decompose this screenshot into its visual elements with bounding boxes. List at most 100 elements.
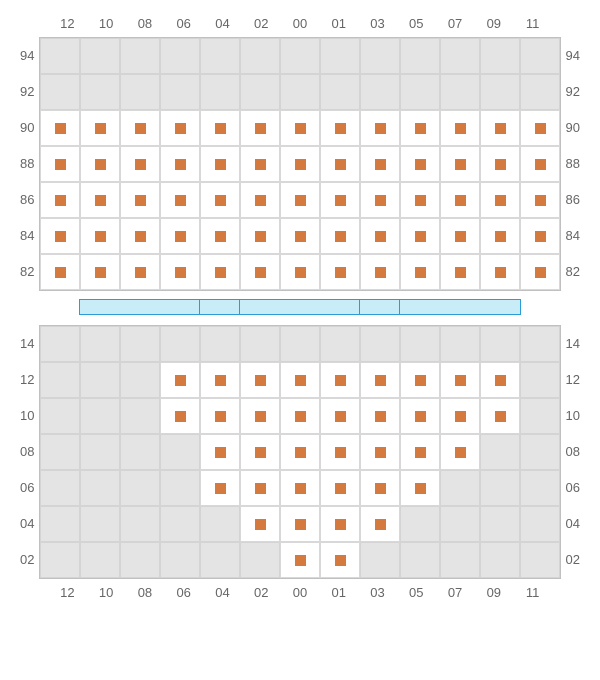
seat-cell[interactable] (160, 110, 200, 146)
seat-cell[interactable] (440, 398, 480, 434)
seat-cell[interactable] (120, 110, 160, 146)
seat-cell[interactable] (80, 218, 120, 254)
seat-cell[interactable] (200, 146, 240, 182)
seat-cell[interactable] (360, 182, 400, 218)
seat-cell[interactable] (40, 254, 80, 290)
seat-cell[interactable] (400, 470, 440, 506)
seat-cell[interactable] (200, 362, 240, 398)
seat-cell[interactable] (80, 146, 120, 182)
seat-cell[interactable] (360, 146, 400, 182)
seat-cell[interactable] (440, 182, 480, 218)
seat-cell[interactable] (160, 398, 200, 434)
seat-cell[interactable] (280, 398, 320, 434)
seat-cell[interactable] (480, 110, 520, 146)
seat-cell[interactable] (400, 398, 440, 434)
seat-cell[interactable] (40, 218, 80, 254)
seat-cell[interactable] (120, 182, 160, 218)
seat-cell[interactable] (320, 470, 360, 506)
seat-cell[interactable] (360, 110, 400, 146)
seat-cell[interactable] (280, 470, 320, 506)
seat-cell[interactable] (360, 398, 400, 434)
seat-cell[interactable] (360, 254, 400, 290)
seat-cell[interactable] (280, 146, 320, 182)
seat-cell[interactable] (200, 254, 240, 290)
seat-cell[interactable] (40, 182, 80, 218)
seat-cell[interactable] (480, 182, 520, 218)
seat-cell[interactable] (40, 110, 80, 146)
seat-cell[interactable] (240, 146, 280, 182)
seat-cell[interactable] (200, 470, 240, 506)
seat-cell[interactable] (320, 218, 360, 254)
seat-cell[interactable] (400, 254, 440, 290)
seat-cell[interactable] (200, 434, 240, 470)
seat-cell[interactable] (440, 362, 480, 398)
seat-cell[interactable] (280, 506, 320, 542)
seat-cell[interactable] (320, 182, 360, 218)
seat-cell[interactable] (400, 110, 440, 146)
seat-cell[interactable] (440, 434, 480, 470)
seat-cell[interactable] (360, 434, 400, 470)
seat-cell[interactable] (480, 398, 520, 434)
seat-cell[interactable] (240, 506, 280, 542)
seat-cell[interactable] (160, 362, 200, 398)
seat-cell[interactable] (200, 110, 240, 146)
seat-cell[interactable] (360, 470, 400, 506)
seat-cell[interactable] (80, 254, 120, 290)
seat-cell[interactable] (320, 398, 360, 434)
seat-cell[interactable] (120, 254, 160, 290)
seat-cell[interactable] (280, 110, 320, 146)
seat-cell[interactable] (240, 434, 280, 470)
seat-cell[interactable] (520, 146, 560, 182)
seat-cell[interactable] (440, 146, 480, 182)
seat-cell[interactable] (520, 218, 560, 254)
seat-cell[interactable] (280, 218, 320, 254)
seat-cell[interactable] (400, 182, 440, 218)
seat-cell[interactable] (200, 398, 240, 434)
seat-cell[interactable] (480, 146, 520, 182)
seat-cell[interactable] (520, 254, 560, 290)
seat-cell[interactable] (440, 254, 480, 290)
seat-cell[interactable] (320, 434, 360, 470)
seat-cell[interactable] (160, 182, 200, 218)
seat-cell[interactable] (480, 254, 520, 290)
seat-cell[interactable] (240, 470, 280, 506)
seat-cell[interactable] (320, 362, 360, 398)
seat-cell[interactable] (400, 434, 440, 470)
seat-cell[interactable] (40, 146, 80, 182)
seat-cell[interactable] (160, 218, 200, 254)
seat-cell[interactable] (160, 146, 200, 182)
seat-cell[interactable] (360, 506, 400, 542)
seat-cell[interactable] (400, 362, 440, 398)
seat-cell[interactable] (320, 542, 360, 578)
seat-cell[interactable] (480, 362, 520, 398)
seat-cell[interactable] (240, 218, 280, 254)
seat-cell[interactable] (120, 146, 160, 182)
seat-cell[interactable] (200, 182, 240, 218)
seat-cell[interactable] (280, 542, 320, 578)
seat-cell[interactable] (360, 218, 400, 254)
seat-cell[interactable] (240, 362, 280, 398)
seat-cell[interactable] (320, 254, 360, 290)
seat-cell[interactable] (280, 254, 320, 290)
seat-cell[interactable] (240, 110, 280, 146)
seat-cell[interactable] (280, 362, 320, 398)
seat-cell[interactable] (520, 110, 560, 146)
seat-cell[interactable] (80, 182, 120, 218)
seat-cell[interactable] (360, 362, 400, 398)
seat-cell[interactable] (400, 218, 440, 254)
seat-cell[interactable] (240, 254, 280, 290)
seat-cell[interactable] (280, 182, 320, 218)
seat-cell[interactable] (440, 110, 480, 146)
seat-cell[interactable] (320, 110, 360, 146)
seat-cell[interactable] (120, 218, 160, 254)
seat-cell[interactable] (240, 182, 280, 218)
seat-cell[interactable] (480, 218, 520, 254)
seat-cell[interactable] (320, 146, 360, 182)
seat-cell[interactable] (280, 434, 320, 470)
seat-cell[interactable] (160, 254, 200, 290)
seat-cell[interactable] (520, 182, 560, 218)
seat-cell[interactable] (240, 398, 280, 434)
seat-cell[interactable] (320, 506, 360, 542)
seat-cell[interactable] (80, 110, 120, 146)
seat-cell[interactable] (400, 146, 440, 182)
